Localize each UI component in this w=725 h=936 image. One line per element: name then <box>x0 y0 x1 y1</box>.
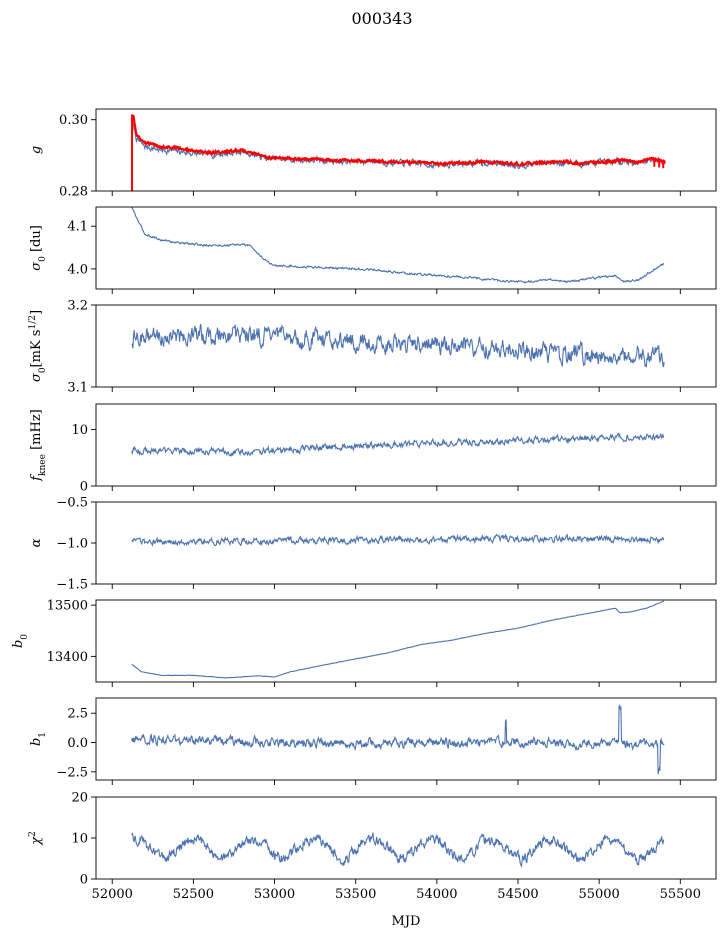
x-tick-label: 54500 <box>497 887 538 902</box>
subplot-3: 3.1 3.2 σ0[mK s1/2] <box>28 299 717 396</box>
y-tick-label: 10 <box>71 423 88 438</box>
axes-frame-1 <box>95 108 717 192</box>
series-line-7 <box>131 704 665 775</box>
x-tick-label: 54000 <box>416 887 457 902</box>
y-tick-label: 0.0 <box>67 736 88 751</box>
series-line-2 <box>131 207 665 284</box>
series-line-6 <box>131 600 665 679</box>
y-tick-label: −0.5 <box>56 496 88 511</box>
series-line-4 <box>131 432 665 457</box>
y-tick-label: 0.28 <box>59 185 88 200</box>
axes-frame-8 <box>95 796 717 880</box>
y-tick-label: 0 <box>80 480 88 495</box>
figure-title: 000343 <box>351 9 412 28</box>
axes-frame-6 <box>95 599 717 683</box>
series-line-5 <box>131 533 665 547</box>
y-axis-label: α <box>29 538 44 547</box>
y-tick-label: 20 <box>71 791 88 806</box>
x-tick-label: 52000 <box>92 887 133 902</box>
x-tick-label: 53500 <box>335 887 376 902</box>
y-axis-label: σ0[mK s1/2] <box>28 310 48 382</box>
x-tick-label: 55500 <box>660 887 701 902</box>
subplot-5: −1.5 −1.0 −0.5 α <box>29 496 717 593</box>
y-tick-label: 4.1 <box>67 220 88 235</box>
axes-frame-7 <box>95 697 717 781</box>
y-axis-label: b1 <box>29 732 48 746</box>
x-tick-label: 52500 <box>173 887 214 902</box>
y-axis-label: b0 <box>11 634 30 648</box>
y-tick-label: 0 <box>80 873 88 888</box>
axes-frame-2 <box>95 206 717 290</box>
subplot-2: 4.0 4.1 σ0 [du] <box>29 206 717 294</box>
y-axis-label: g <box>29 146 44 154</box>
y-tick-label: 13400 <box>47 650 88 665</box>
subplot-stack: 0.28 0.30 g 4.0 4.1 σ0 [du] 3.1 3.2 σ0[mK s1/2] 0… <box>11 108 717 902</box>
subplot-6: 13400 13500 b0 <box>11 599 717 687</box>
y-tick-label: 3.1 <box>67 381 88 396</box>
axes-frame-3 <box>95 304 717 388</box>
y-tick-label: 13500 <box>47 599 88 614</box>
y-tick-label: 0.30 <box>59 113 88 128</box>
y-tick-label: −2.5 <box>56 765 88 780</box>
subplot-1: 0.28 0.30 g <box>29 108 717 200</box>
subplot-7: −2.5 0.0 2.5 b1 <box>29 697 717 785</box>
series-line-8 <box>131 832 665 868</box>
subplot-8: 0 10 20 52000 52500 53000 53500 54000 54500 55000… <box>28 791 717 902</box>
y-tick-label: 10 <box>71 832 88 847</box>
subplot-4: 0 10 fknee [mHz] <box>29 403 717 495</box>
series-line-3 <box>131 323 665 368</box>
y-tick-label: −1.0 <box>56 537 88 552</box>
y-tick-label: 3.2 <box>67 299 88 314</box>
overlay-series-line-1 <box>132 114 666 168</box>
axes-frame-4 <box>95 403 717 487</box>
y-axis-label: χ2 <box>28 831 44 846</box>
y-tick-label: −1.5 <box>56 578 88 593</box>
y-tick-label: 4.0 <box>67 262 88 277</box>
y-axis-label: σ0 [du] <box>29 225 48 271</box>
x-tick-label: 53000 <box>254 887 295 902</box>
y-tick-label: 2.5 <box>67 707 88 722</box>
x-tick-label: 55000 <box>578 887 619 902</box>
x-axis-label: MJD <box>392 914 421 929</box>
y-axis-label: fknee [mHz] <box>29 409 48 482</box>
